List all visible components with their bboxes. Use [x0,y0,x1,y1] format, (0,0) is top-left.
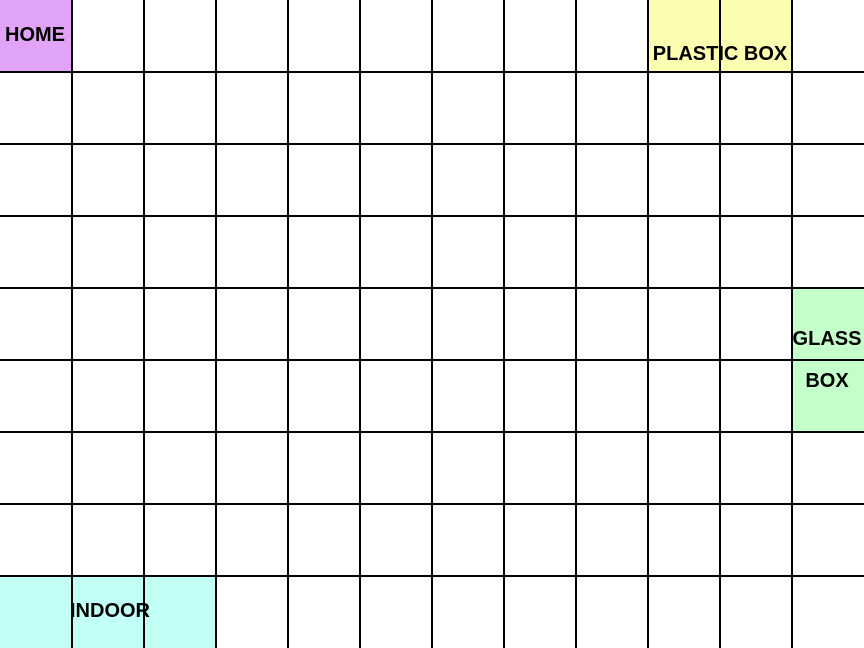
grid-line-vertical [143,0,145,648]
grid-line-vertical [215,0,217,648]
home-label: HOME [5,24,65,46]
grid-line-horizontal [0,503,864,505]
grid-line-vertical [719,0,721,648]
grid-line-vertical [287,0,289,648]
grid-line-vertical [647,0,649,648]
plastic-box-label: PLASTIC BOX [652,43,788,65]
grid-line-vertical [575,0,577,648]
glass-box-label-line1: GLASS [792,328,862,350]
grid-line-horizontal [0,575,864,577]
indoor-label: INDOOR [70,600,150,622]
grid-line-vertical [359,0,361,648]
grid-line-vertical [503,0,505,648]
grid-line-vertical [431,0,433,648]
grid-line-horizontal [0,215,864,217]
grid-line-vertical [791,0,793,648]
home-zone[interactable] [0,0,72,72]
grid-line-vertical [71,0,73,648]
indoor-zone[interactable] [0,576,216,648]
grid-line-horizontal [0,71,864,73]
grid-line-horizontal [0,287,864,289]
grid-line-horizontal [0,431,864,433]
grid-line-horizontal [0,143,864,145]
glass-box-label-line2: BOX [805,370,849,392]
grid-line-horizontal [0,359,864,361]
